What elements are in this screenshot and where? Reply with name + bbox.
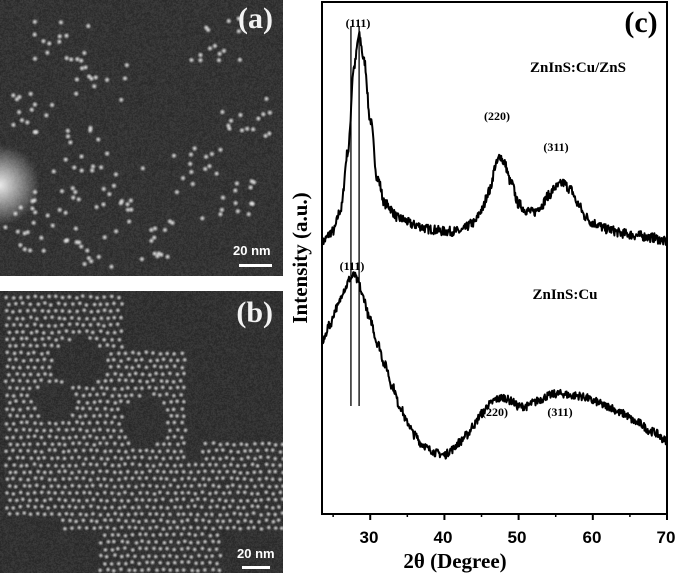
curve-upper <box>321 31 668 247</box>
x-tick-label-30: 30 <box>360 528 379 547</box>
hkl-111-lower: (111) <box>340 259 365 273</box>
tem-image-a-canvas <box>0 0 283 276</box>
panel-label-b: (b) <box>236 296 273 329</box>
tem-image-a: (a) 20 nm <box>0 0 283 276</box>
panel-label-a: (a) <box>238 2 273 35</box>
hkl-311-upper: (311) <box>543 140 568 154</box>
x-axis-label: 2θ (Degree) <box>403 549 506 573</box>
hkl-220-upper: (220) <box>484 109 510 123</box>
scale-bar-a <box>239 264 272 267</box>
y-axis-label: Intensity (a.u.) <box>288 192 312 323</box>
xrd-curves <box>321 31 668 460</box>
scale-bar-b <box>242 566 270 569</box>
x-tick-label-70: 70 <box>657 528 676 547</box>
x-tick-label-50: 50 <box>508 528 527 547</box>
reference-lines <box>350 26 360 406</box>
scale-bar-label-a: 20 nm <box>233 243 271 258</box>
series-label-lower: ZnInS:Cu <box>532 287 597 303</box>
tem-image-b-canvas <box>0 291 283 573</box>
x-tick-label-60: 60 <box>583 528 602 547</box>
hkl-311-lower: (311) <box>547 405 572 419</box>
x-axis-ticks <box>332 514 668 520</box>
series-label-upper: ZnInS:Cu/ZnS <box>530 60 626 76</box>
x-tick-label-40: 40 <box>434 528 453 547</box>
hkl-220-lower: (220) <box>482 405 508 419</box>
tem-image-b: (b) 20 nm <box>0 291 283 573</box>
scale-bar-label-b: 20 nm <box>237 546 275 561</box>
plot-frame <box>321 1 668 515</box>
panel-label-c: (c) <box>624 6 657 39</box>
curve-lower <box>321 271 668 460</box>
hkl-111-upper: (111) <box>346 16 371 30</box>
